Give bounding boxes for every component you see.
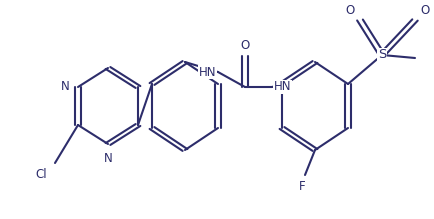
- Text: HN: HN: [198, 65, 216, 78]
- Text: N: N: [61, 81, 70, 94]
- Text: HN: HN: [273, 81, 291, 94]
- Text: O: O: [240, 39, 249, 52]
- Text: Cl: Cl: [35, 168, 47, 181]
- Text: S: S: [377, 48, 385, 62]
- Text: O: O: [345, 4, 354, 17]
- Text: N: N: [103, 152, 112, 165]
- Text: F: F: [298, 180, 305, 193]
- Text: O: O: [419, 4, 428, 17]
